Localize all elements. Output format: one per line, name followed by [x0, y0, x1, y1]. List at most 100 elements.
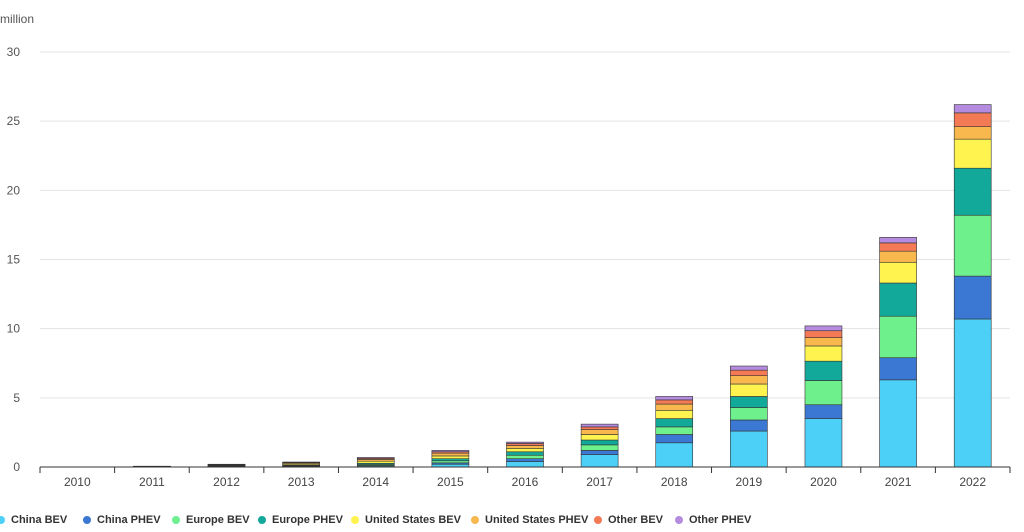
bar-united-states-phev-2021	[879, 250, 917, 263]
bar-united-states-bev-2016	[506, 448, 544, 453]
bar-other-bev-2021	[879, 242, 917, 252]
bar-other-phev-2014	[356, 457, 395, 459]
bar-united-states-phev-2020	[804, 337, 843, 347]
bar-europe-phev-2018	[655, 418, 694, 428]
bar-china-phev-2022	[953, 275, 992, 320]
bar-china-bev-2020	[804, 418, 843, 468]
bar-europe-bev-2018	[655, 426, 694, 435]
legend-label: China BEV	[11, 514, 68, 526]
bar-other-bev-2017	[580, 426, 619, 430]
legend-swatch	[351, 516, 359, 524]
bar-united-states-phev-2019	[730, 375, 768, 385]
y-tick-label: 25	[7, 114, 21, 128]
bar-europe-bev-2015	[431, 460, 470, 464]
bar-europe-bev-2017	[580, 444, 619, 451]
x-tick-label: 2021	[885, 475, 912, 489]
bar-china-phev-2018	[655, 434, 694, 444]
x-tick-label: 2022	[959, 475, 986, 489]
legend-item-other-phev[interactable]: Other PHEV	[675, 514, 751, 526]
bar-united-states-bev-2014	[356, 460, 395, 464]
legend-item-china-bev[interactable]: China BEV	[0, 514, 67, 526]
bar-united-states-bev-2021	[879, 261, 917, 284]
x-tick-label: 2017	[586, 475, 613, 489]
bar-united-states-phev-2022	[953, 126, 992, 140]
bar-europe-bev-2020	[804, 380, 843, 406]
x-tick-label: 2015	[437, 475, 464, 489]
legend-label: Other PHEV	[689, 514, 752, 526]
legend-item-europe-bev[interactable]: Europe BEV	[172, 514, 250, 526]
y-tick-label: 20	[7, 183, 21, 197]
bar-other-bev-2019	[730, 369, 768, 376]
x-tick-label: 2018	[661, 475, 688, 489]
bar-united-states-phev-2015	[431, 452, 470, 457]
bar-europe-bev-2019	[730, 407, 768, 421]
y-tick-label: 5	[13, 391, 20, 405]
y-unit-label: million	[0, 12, 35, 26]
bar-other-phev-2020	[804, 325, 843, 332]
bar-united-states-phev-2018	[655, 403, 694, 411]
x-tick-label: 2019	[735, 475, 762, 489]
bar-china-bev-2018	[655, 442, 694, 468]
bar-other-phev-2019	[730, 365, 768, 371]
bar-europe-bev-2021	[879, 315, 917, 359]
x-tick-label: 2020	[810, 475, 837, 489]
plot-area: 0 5 10 15 20 25 30 2010 2011 2012 2013 2014 2015 2016…	[7, 45, 1011, 489]
bar-united-states-bev-2018	[655, 409, 694, 419]
bar-other-phev-2021	[879, 237, 917, 244]
legend-swatch	[594, 516, 602, 524]
bar-other-phev-2016	[506, 441, 544, 444]
legend-item-united-states-phev[interactable]: United States PHEV	[471, 514, 588, 526]
bar-europe-bev-2022	[953, 214, 992, 277]
bar-china-phev-2020	[804, 404, 843, 419]
bar-other-bev-2022	[953, 112, 992, 128]
bar-united-states-bev-2020	[804, 345, 843, 362]
bar-china-phev-2017	[580, 450, 619, 455]
bar-europe-phev-2016	[506, 451, 544, 456]
bar-other-bev-2018	[655, 399, 694, 405]
bar-china-phev-2019	[730, 419, 768, 432]
y-tick-label: 0	[13, 460, 20, 474]
bar-united-states-bev-2015	[431, 455, 470, 459]
legend-label: Europe PHEV	[272, 514, 343, 526]
y-tick-label: 30	[7, 45, 21, 59]
bar-europe-phev-2021	[879, 282, 917, 317]
bar-united-states-bev-2022	[953, 138, 992, 169]
bar-united-states-bev-2019	[730, 383, 768, 397]
bar-united-states-phev-2017	[580, 429, 619, 435]
legend-item-other-bev[interactable]: Other BEV	[594, 514, 663, 526]
bar-europe-phev-2015	[431, 458, 470, 462]
bar-china-phev-2016	[506, 458, 544, 462]
legend-swatch	[83, 516, 91, 524]
x-tick-label: 2016	[512, 475, 539, 489]
bar-europe-phev-2019	[730, 396, 768, 408]
bar-other-bev-2016	[506, 443, 544, 446]
bar-other-phev-2015	[431, 450, 470, 453]
bar-china-bev-2021	[879, 379, 917, 468]
legend-swatch	[471, 516, 479, 524]
x-tick-label: 2010	[64, 475, 91, 489]
legend-label: Other BEV	[608, 514, 664, 526]
bar-europe-phev-2020	[804, 360, 843, 381]
legend-item-china-phev[interactable]: China PHEV	[83, 514, 161, 526]
bar-other-phev-2017	[580, 423, 619, 428]
bar-other-bev-2020	[804, 330, 843, 338]
bar-other-phev-2018	[655, 396, 694, 401]
bar-united-states-bev-2017	[580, 434, 619, 441]
x-tick-label: 2014	[362, 475, 389, 489]
legend-label: United States PHEV	[485, 514, 589, 526]
bar-europe-bev-2016	[506, 454, 544, 460]
bar-china-bev-2016	[506, 461, 544, 468]
legend-swatch	[675, 516, 683, 524]
bar-china-bev-2017	[580, 454, 619, 468]
x-tick-label: 2013	[288, 475, 315, 489]
bar-china-bev-2019	[730, 430, 768, 468]
bar-europe-phev-2017	[580, 439, 619, 446]
bar-united-states-phev-2016	[506, 445, 544, 449]
legend-item-europe-phev[interactable]: Europe PHEV	[258, 514, 343, 526]
legend-swatch	[258, 516, 266, 524]
legend-swatch	[172, 516, 180, 524]
legend: China BEV China PHEV Europe BEV Europe PHEV…	[0, 514, 1024, 532]
bar-other-phev-2022	[953, 104, 992, 114]
legend-item-united-states-bev[interactable]: United States BEV	[351, 514, 461, 526]
